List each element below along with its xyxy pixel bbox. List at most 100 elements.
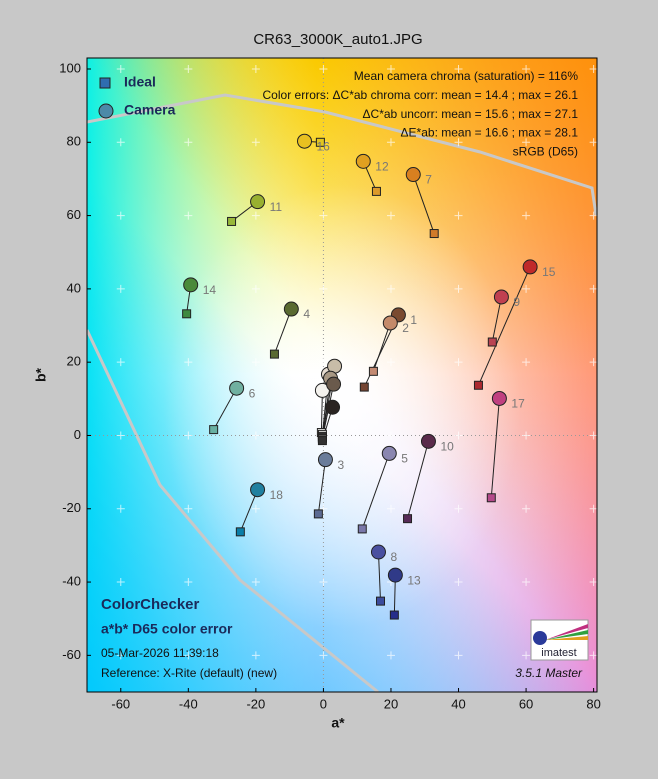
point-label: 3 xyxy=(337,458,344,472)
grid-cross xyxy=(386,358,395,367)
grid-cross xyxy=(454,284,463,293)
error-line xyxy=(412,174,435,234)
legend-marker xyxy=(99,77,111,89)
camera-point xyxy=(493,289,509,305)
grid-cross xyxy=(116,431,125,440)
grid-cross xyxy=(454,211,463,220)
grid-cross xyxy=(184,504,193,513)
point-label: 4 xyxy=(303,307,310,321)
grid-cross xyxy=(522,358,531,367)
point-label: 16 xyxy=(317,139,331,153)
grid-cross xyxy=(522,64,531,73)
grid-cross xyxy=(454,431,463,440)
grid-cross xyxy=(319,504,328,513)
grid-cross xyxy=(116,64,125,73)
camera-point xyxy=(183,277,199,293)
chart-title: CR63_3000K_auto1.JPG xyxy=(253,31,422,48)
grid-cross xyxy=(386,64,395,73)
grid-cross xyxy=(589,284,598,293)
error-line xyxy=(491,296,502,343)
ideal-point xyxy=(357,524,367,534)
y-axis-label: b* xyxy=(33,367,49,382)
point-label: 8 xyxy=(390,550,397,564)
grid-cross xyxy=(184,578,193,587)
grid-cross xyxy=(251,651,260,660)
error-line xyxy=(477,266,531,386)
ideal-point xyxy=(313,509,323,519)
subtitle: a*b* D65 color error xyxy=(101,621,233,637)
grid-cross xyxy=(522,284,531,293)
logo-text: imatest xyxy=(541,647,576,659)
camera-point xyxy=(250,194,266,210)
point-label: 7 xyxy=(425,173,432,187)
point-label: 2 xyxy=(402,321,409,335)
camera-point xyxy=(355,153,371,169)
grid-cross xyxy=(251,284,260,293)
grid-cross xyxy=(116,504,125,513)
grid-cross xyxy=(454,358,463,367)
grid-cross xyxy=(386,504,395,513)
grid-cross xyxy=(386,211,395,220)
ideal-point xyxy=(486,493,496,503)
y-tick-label: -20 xyxy=(62,500,81,515)
grid-cross xyxy=(589,431,598,440)
version: 3.5.1 Master xyxy=(515,666,583,680)
grid-cross xyxy=(589,358,598,367)
point-label: 1 xyxy=(410,313,417,327)
grid-cross xyxy=(522,578,531,587)
grid-cross xyxy=(184,64,193,73)
ideal-point xyxy=(389,610,399,620)
error-line xyxy=(377,551,382,602)
camera-point xyxy=(382,315,398,331)
ideal-point xyxy=(315,137,325,147)
ideal-point xyxy=(473,380,483,390)
y-tick-label: 60 xyxy=(67,207,81,222)
annotation: sRGB (D65) xyxy=(513,144,578,158)
ideal-point xyxy=(371,186,381,196)
grid-cross xyxy=(184,651,193,660)
ideal-point xyxy=(359,382,369,392)
grid-cross xyxy=(522,504,531,513)
annotation: Mean camera chroma (saturation) = 116% xyxy=(354,69,579,83)
grid-cross xyxy=(116,358,125,367)
point-label: 18 xyxy=(270,488,284,502)
error-line xyxy=(372,322,391,372)
point-label: 12 xyxy=(375,160,389,174)
grid-cross xyxy=(184,358,193,367)
y-tick-label: 20 xyxy=(67,354,81,369)
x-tick-label: 0 xyxy=(320,696,327,711)
y-tick-label: 80 xyxy=(67,134,81,149)
camera-point xyxy=(250,482,266,498)
grid-cross xyxy=(184,138,193,147)
point-label: 6 xyxy=(249,386,256,400)
grid-cross xyxy=(251,431,260,440)
grid-cross xyxy=(454,651,463,660)
point-label: 17 xyxy=(511,397,525,411)
x-tick-label: 20 xyxy=(384,696,398,711)
grid-cross xyxy=(116,138,125,147)
legend-marker xyxy=(98,103,114,119)
grid-cross xyxy=(386,431,395,440)
ideal-point xyxy=(182,309,192,319)
grid-cross xyxy=(184,431,193,440)
x-axis-label: a* xyxy=(331,715,345,731)
chart-name: ColorChecker xyxy=(101,596,200,613)
grid-cross xyxy=(386,651,395,660)
point-label: 5 xyxy=(401,452,408,466)
ideal-point xyxy=(429,229,439,239)
legend-label: Camera xyxy=(124,102,176,118)
grid-cross xyxy=(454,504,463,513)
grid-cross xyxy=(251,211,260,220)
reference: Reference: X-Rite (default) (new) xyxy=(101,666,277,680)
ideal-point xyxy=(227,216,237,226)
ideal-point xyxy=(403,514,413,524)
y-tick-label: -60 xyxy=(62,647,81,662)
x-tick-label: -20 xyxy=(246,696,265,711)
grid-cross xyxy=(589,64,598,73)
ideal-point xyxy=(209,425,219,435)
error-line xyxy=(273,308,292,355)
grid-cross xyxy=(184,211,193,220)
grid-cross xyxy=(386,138,395,147)
ideal-point xyxy=(368,366,378,376)
